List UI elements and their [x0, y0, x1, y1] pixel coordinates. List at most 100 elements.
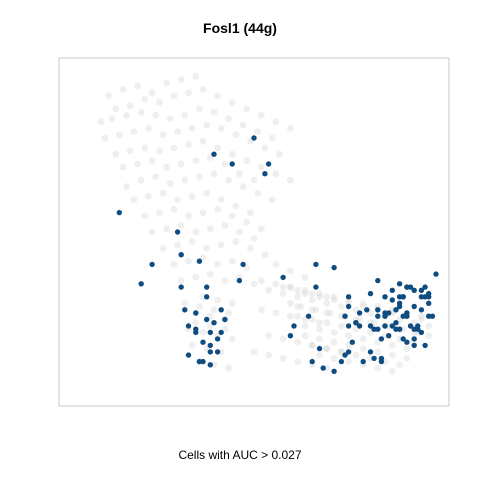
background-point [148, 89, 156, 97]
highlighted-point [367, 349, 374, 355]
background-point [188, 124, 196, 132]
highlighted-point [426, 294, 432, 300]
background-point [257, 225, 265, 233]
background-point [276, 150, 283, 158]
background-point [177, 160, 185, 168]
highlighted-point [353, 320, 359, 326]
background-point [196, 303, 203, 310]
highlighted-point [262, 171, 268, 177]
highlighted-point [396, 281, 403, 287]
background-point [199, 137, 207, 145]
background-point [323, 293, 331, 301]
background-point [141, 95, 149, 103]
highlighted-point [382, 323, 388, 329]
highlighted-point [418, 329, 425, 336]
highlighted-point [393, 326, 399, 332]
highlighted-point [386, 310, 392, 316]
background-point [316, 335, 323, 343]
highlighted-point [116, 209, 123, 216]
highlighted-point [426, 313, 432, 319]
highlighted-point [393, 320, 399, 326]
background-point [301, 286, 309, 294]
background-point [188, 193, 196, 200]
background-point [214, 296, 222, 304]
background-point [199, 209, 207, 217]
highlighted-point [349, 339, 355, 345]
highlighted-point [378, 355, 385, 362]
background-point [294, 293, 302, 301]
background-point [177, 277, 185, 284]
background-point [338, 303, 345, 310]
background-points [97, 73, 433, 375]
background-point [294, 338, 302, 346]
highlighted-point [422, 284, 428, 290]
background-point [316, 293, 323, 301]
background-point [163, 79, 171, 87]
plot-frame [58, 57, 450, 407]
background-point [119, 163, 127, 171]
background-point [159, 189, 167, 197]
background-point [159, 131, 167, 139]
background-point [214, 92, 222, 100]
background-point [185, 257, 192, 265]
highlighted-point [240, 261, 246, 268]
background-point [112, 150, 120, 158]
background-point [228, 299, 236, 307]
chart-title: Fosl1 (44g) [203, 20, 277, 36]
background-point [221, 277, 229, 284]
background-point [228, 150, 236, 158]
background-point [287, 312, 294, 320]
background-point [257, 277, 265, 284]
highlighted-point [415, 326, 421, 332]
background-point [301, 274, 309, 281]
highlighted-point [433, 271, 439, 277]
highlighted-point [287, 333, 294, 339]
highlighted-point [178, 284, 184, 290]
background-point [323, 309, 331, 317]
highlighted-point [375, 277, 381, 284]
background-point [272, 118, 280, 126]
background-point [388, 351, 396, 359]
highlighted-point [375, 326, 381, 332]
background-point [316, 319, 323, 327]
background-point [156, 99, 163, 106]
x-axis-label: Cells with AUC > 0.027 [178, 448, 302, 462]
highlighted-point [204, 316, 210, 323]
highlighted-point [389, 297, 395, 303]
background-point [272, 261, 280, 268]
background-point [217, 241, 225, 249]
highlighted-point [411, 287, 417, 293]
background-point [312, 306, 320, 314]
background-point [112, 105, 120, 113]
background-point [323, 299, 331, 307]
background-point [192, 228, 200, 236]
background-point [294, 358, 302, 365]
highlighted-point [371, 355, 377, 362]
highlighted-point [342, 352, 348, 358]
background-point [250, 280, 258, 288]
background-point [301, 332, 309, 340]
background-point [268, 196, 276, 204]
background-point [243, 105, 251, 113]
highlighted-point [371, 326, 377, 332]
background-point [134, 160, 141, 168]
background-point [359, 335, 367, 343]
background-point [330, 296, 338, 304]
highlighted-point [309, 358, 315, 365]
highlighted-point [222, 316, 228, 323]
background-point [297, 303, 305, 310]
background-point [214, 261, 222, 268]
background-point [170, 144, 178, 152]
background-point [308, 306, 316, 314]
background-point [236, 228, 243, 236]
background-point [214, 144, 222, 152]
highlighted-point [207, 349, 213, 355]
background-point [279, 355, 287, 362]
background-point [287, 176, 294, 184]
background-point [156, 209, 163, 217]
background-point [123, 183, 130, 191]
background-point [192, 319, 200, 327]
background-point [330, 293, 338, 301]
background-point [145, 124, 152, 132]
